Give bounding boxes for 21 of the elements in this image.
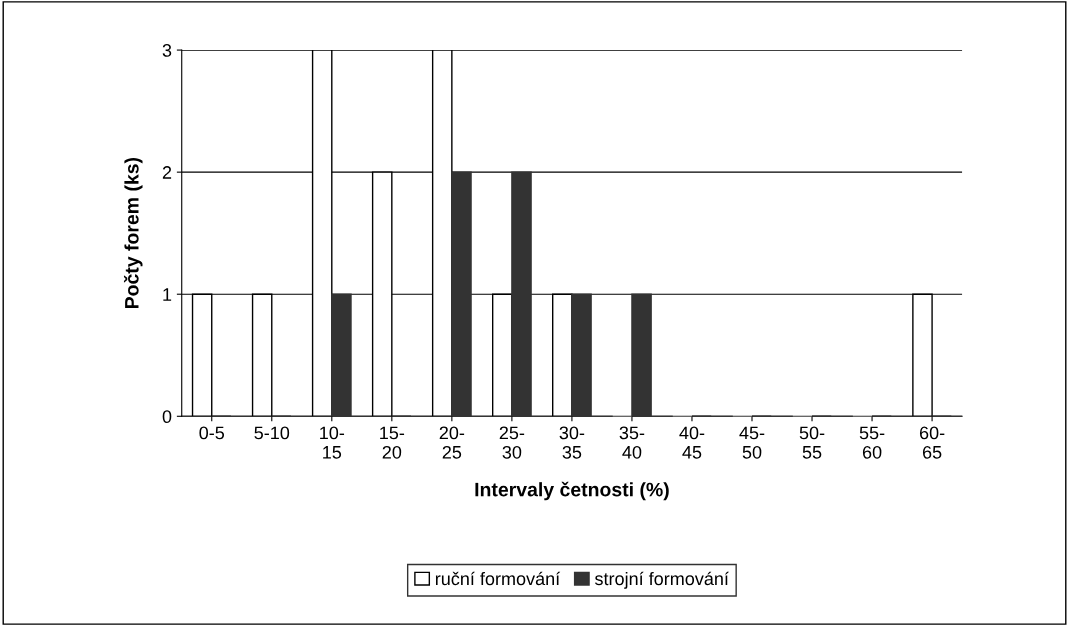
x-tick-label: 25-30 (499, 426, 525, 459)
x-tick-label: 55-60 (859, 426, 885, 459)
y-tick-label: 3 (162, 44, 172, 57)
legend-label: ruční formování (435, 571, 561, 586)
x-tick-label: 0-5 (199, 426, 225, 440)
x-tick-label: 60-65 (919, 426, 945, 459)
x-tick-label: 35-40 (619, 426, 645, 459)
x-tick-label: 50-55 (799, 426, 825, 459)
y-axis-title: Počty forem (ks) (123, 157, 143, 309)
y-tick-label: 0 (162, 410, 172, 424)
legend-label: strojní formování (594, 571, 729, 589)
x-tick-label: 45-50 (739, 426, 765, 459)
x-axis-title: Intervaly četnosti (%) (475, 481, 669, 501)
x-tick-label: 30-35 (559, 426, 585, 459)
y-tick-label: 1 (163, 288, 172, 301)
x-tick-label: 20-25 (439, 426, 465, 459)
y-tick-label: 2 (162, 166, 172, 179)
x-tick-label: 10-15 (320, 426, 345, 459)
x-tick-label: 15-20 (380, 426, 405, 459)
x-tick-label: 40-45 (679, 426, 705, 459)
x-tick-label: 5-10 (254, 426, 290, 440)
